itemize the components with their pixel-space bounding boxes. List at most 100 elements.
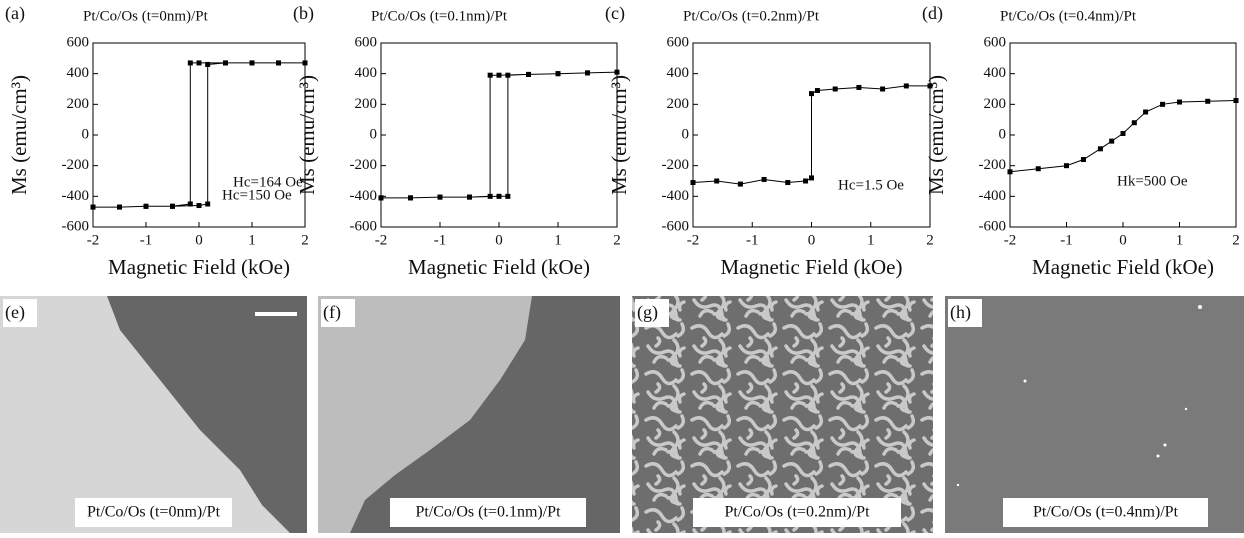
annotation: Hc=1.5 Oe — [838, 177, 904, 193]
y-tick-label: 400 — [984, 65, 1007, 81]
data-point — [1109, 139, 1114, 144]
data-point — [379, 195, 384, 200]
data-point — [276, 60, 281, 65]
panel-label: (f) — [323, 302, 341, 323]
y-tick-label: -600 — [979, 218, 1007, 234]
data-point — [1008, 169, 1013, 174]
y-tick-label: 400 — [355, 65, 378, 81]
x-tick-label: -2 — [687, 232, 700, 248]
data-point — [197, 203, 202, 208]
y-tick-label: -600 — [662, 218, 690, 234]
data-point — [738, 182, 743, 187]
panel-label: (d) — [922, 3, 943, 24]
data-point — [815, 88, 820, 93]
data-point — [505, 194, 510, 199]
chart-title: Pt/Co/Os (t=0.2nm)/Pt — [683, 8, 820, 24]
data-point — [408, 195, 413, 200]
y-tick-label: -600 — [62, 218, 90, 234]
y-axis-title: Ms (emu/cm³) — [924, 75, 948, 195]
y-tick-label: 200 — [355, 96, 378, 112]
panel-label: (a) — [5, 3, 25, 24]
y-tick-label: 0 — [682, 126, 690, 142]
data-point — [117, 205, 122, 210]
data-point — [170, 204, 175, 209]
y-tick-label: -200 — [350, 157, 378, 173]
panel-label: (h) — [950, 302, 971, 323]
data-point — [856, 85, 861, 90]
panel-label: (e) — [5, 302, 25, 323]
image-caption: Pt/Co/Os (t=0.1nm)/Pt — [415, 504, 561, 521]
x-tick-label: 2 — [301, 232, 309, 248]
x-tick-label: 2 — [1232, 232, 1240, 248]
data-point — [505, 73, 510, 78]
data-point — [1143, 110, 1148, 115]
data-point — [223, 60, 228, 65]
data-point — [714, 179, 719, 184]
data-point — [497, 194, 502, 199]
data-point — [144, 204, 149, 209]
data-point — [1036, 166, 1041, 171]
y-tick-label: 0 — [370, 126, 378, 142]
image-g — [632, 296, 933, 533]
annotation: Hk=500 Oe — [1117, 173, 1188, 189]
data-point — [488, 194, 493, 199]
image-e — [0, 296, 307, 533]
data-point — [1098, 146, 1103, 151]
x-tick-label: 0 — [495, 232, 503, 248]
x-axis-title: Magnetic Field (kOe) — [108, 255, 290, 279]
data-point — [188, 60, 193, 65]
y-tick-label: 600 — [984, 34, 1007, 50]
data-point — [91, 205, 96, 210]
x-tick-label: -2 — [1004, 232, 1017, 248]
x-tick-label: -2 — [375, 232, 388, 248]
data-point — [303, 60, 308, 65]
y-tick-label: -400 — [62, 188, 90, 204]
data-point — [1132, 120, 1137, 125]
image-f — [318, 296, 620, 533]
data-point — [1205, 99, 1210, 104]
y-tick-label: -400 — [350, 188, 378, 204]
figure: (a)Pt/Co/Os (t=0nm)/Pt6004002000-200-400… — [0, 0, 1244, 533]
data-point — [880, 87, 885, 92]
data-point — [809, 91, 814, 96]
y-tick-label: 200 — [667, 96, 690, 112]
loop-line — [693, 86, 930, 184]
y-axis-title: Ms (emu/cm³) — [7, 75, 31, 195]
y-tick-label: 400 — [67, 65, 90, 81]
x-tick-label: 0 — [808, 232, 816, 248]
loop-line — [381, 72, 617, 198]
data-point — [785, 180, 790, 185]
data-point — [526, 72, 531, 77]
data-point — [762, 177, 767, 182]
x-axis-title: Magnetic Field (kOe) — [408, 255, 590, 279]
data-point — [1160, 102, 1165, 107]
y-tick-label: -200 — [979, 157, 1007, 173]
data-point — [585, 70, 590, 75]
data-point — [691, 180, 696, 185]
chart-title: Pt/Co/Os (t=0.1nm)/Pt — [371, 8, 508, 24]
data-point — [803, 179, 808, 184]
data-point — [250, 60, 255, 65]
data-point — [904, 83, 909, 88]
panel-label: (b) — [293, 3, 314, 24]
x-tick-label: 1 — [554, 232, 562, 248]
x-tick-label: 0 — [1119, 232, 1127, 248]
y-tick-label: -600 — [350, 218, 378, 234]
x-tick-label: 1 — [248, 232, 256, 248]
x-tick-label: 1 — [1176, 232, 1184, 248]
data-point — [205, 202, 210, 207]
y-tick-label: 400 — [667, 65, 690, 81]
y-tick-label: -400 — [662, 188, 690, 204]
x-tick-label: 2 — [613, 232, 621, 248]
x-tick-label: 0 — [195, 232, 203, 248]
data-point — [809, 175, 814, 180]
data-point — [467, 195, 472, 200]
x-tick-label: -1 — [434, 232, 447, 248]
loop-line — [1010, 101, 1236, 172]
y-axis-title: Ms (emu/cm³) — [607, 75, 631, 195]
data-point — [197, 60, 202, 65]
x-tick-label: 2 — [926, 232, 934, 248]
y-tick-label: 0 — [999, 126, 1007, 142]
chart-title: Pt/Co/Os (t=0nm)/Pt — [83, 8, 209, 24]
data-point — [1064, 163, 1069, 168]
